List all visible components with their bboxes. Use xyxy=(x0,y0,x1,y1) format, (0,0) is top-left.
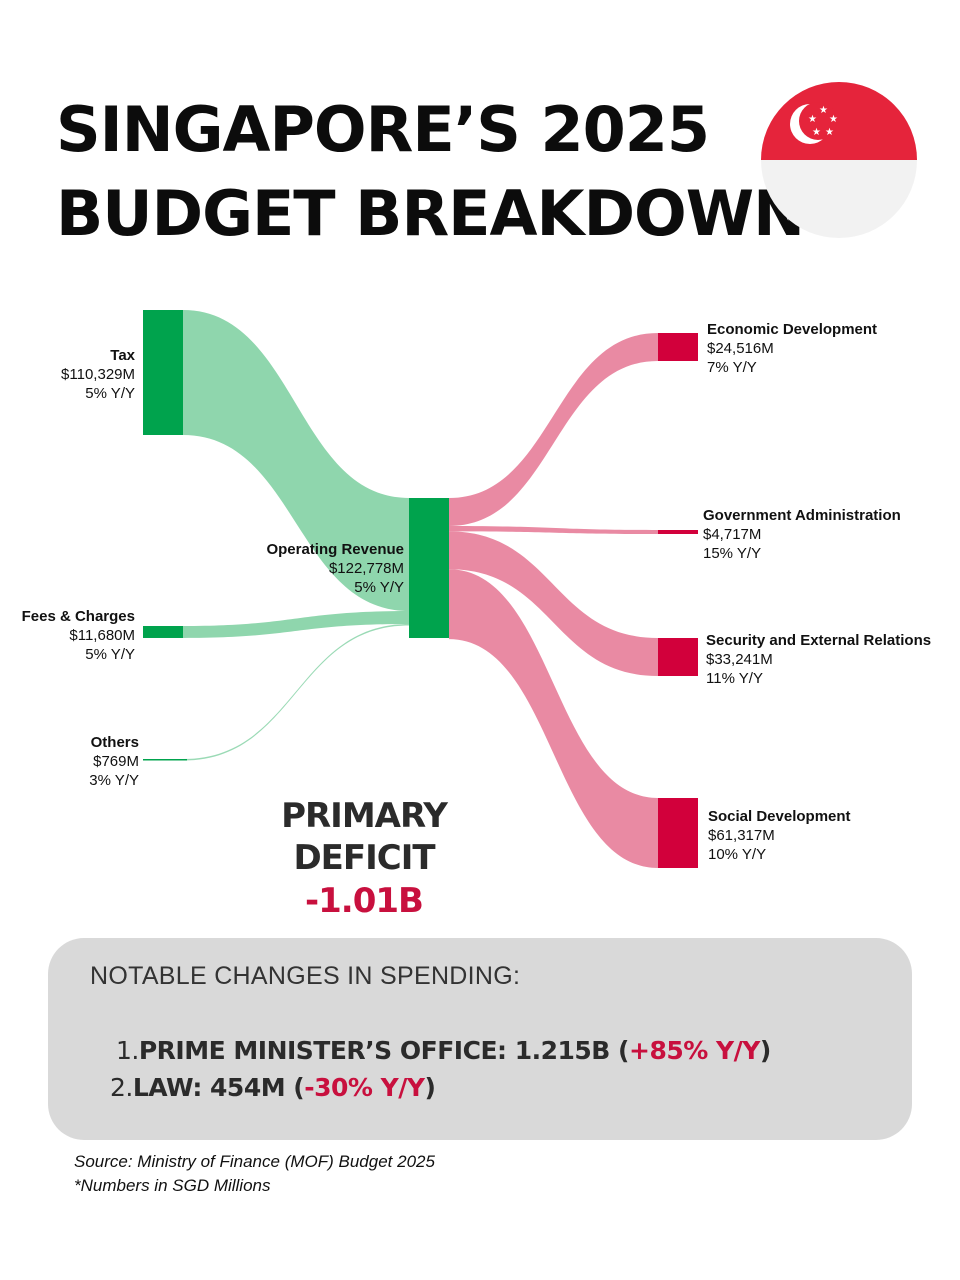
list-index: 2. xyxy=(110,1073,133,1102)
notable-changes-panel: NOTABLE CHANGES IN SPENDING: 1.PRIME MIN… xyxy=(48,938,912,1140)
source-label-others: Others $769M 3% Y/Y xyxy=(89,733,139,790)
notes-list: 1.PRIME MINISTER’S OFFICE: 1.215B (+85% … xyxy=(110,1032,771,1106)
title-line-2: BUDGET BREAKDOWN xyxy=(56,177,805,250)
source-label-fees: Fees & Charges $11,680M 5% Y/Y xyxy=(22,607,135,664)
list-close: ) xyxy=(759,1036,771,1065)
sankey-link-target xyxy=(449,569,658,868)
target-name: Security and External Relations xyxy=(706,632,932,649)
source-note: Source: Ministry of Finance (MOF) Budget… xyxy=(74,1150,435,1198)
footnote-line: *Numbers in SGD Millions xyxy=(74,1176,271,1195)
source-change: 5% Y/Y xyxy=(85,646,135,663)
target-label-security: Security and External Relations $33,241M… xyxy=(706,631,931,688)
target-value: $4,717M xyxy=(703,526,762,543)
page-title: SINGAPORE’S 2025 BUDGET BREAKDOWN xyxy=(56,88,805,256)
flag-star-icon: ★ xyxy=(829,114,838,125)
target-name: Government Administration xyxy=(703,507,901,524)
sankey-link-target xyxy=(449,531,658,676)
sankey-link-target xyxy=(449,525,658,534)
sankey-node-source xyxy=(143,626,183,638)
flag-star-icon: ★ xyxy=(825,127,834,138)
sankey-node-target xyxy=(658,798,698,868)
sankey-link-source xyxy=(183,310,409,611)
source-name: Others xyxy=(90,734,139,751)
sankey-node-source xyxy=(143,759,187,761)
target-value: $61,317M xyxy=(708,827,775,844)
source-name: Fees & Charges xyxy=(21,608,135,625)
target-change: 10% Y/Y xyxy=(708,846,767,863)
sankey-chart xyxy=(143,310,698,868)
singapore-flag-icon: ★ ★ ★ ★ ★ xyxy=(761,82,917,238)
list-index: 1. xyxy=(116,1036,139,1065)
target-label-economic: Economic Development $24,516M 7% Y/Y xyxy=(707,320,877,377)
center-value: $122,778M xyxy=(328,560,404,577)
target-value: $33,241M xyxy=(706,651,773,668)
sankey-node-source xyxy=(143,310,183,435)
center-change: 5% Y/Y xyxy=(354,579,404,596)
flag-star-icon: ★ xyxy=(808,114,817,125)
flag-crescent-cutout xyxy=(799,102,837,140)
title-line-1: SINGAPORE’S 2025 xyxy=(56,93,710,166)
list-close: ) xyxy=(424,1073,436,1102)
source-label-tax: Tax $110,329M 5% Y/Y xyxy=(61,346,135,403)
target-name: Economic Development xyxy=(707,321,878,338)
source-value: $11,680M xyxy=(69,627,135,644)
list-item: 1.PRIME MINISTER’S OFFICE: 1.215B (+85% … xyxy=(110,1032,771,1069)
sankey-node-target xyxy=(658,530,698,534)
list-text: PRIME MINISTER’S OFFICE: 1.215B ( xyxy=(138,1036,630,1065)
target-change: 7% Y/Y xyxy=(707,359,757,376)
list-change: +85% Y/Y xyxy=(629,1036,760,1065)
notes-heading: NOTABLE CHANGES IN SPENDING: xyxy=(90,962,521,990)
flag-red-half xyxy=(761,82,917,160)
deficit-value: -1.01B xyxy=(305,881,424,921)
source-line: Source: Ministry of Finance (MOF) Budget… xyxy=(74,1152,435,1171)
target-change: 11% Y/Y xyxy=(706,670,763,687)
sankey-link-source xyxy=(183,611,409,638)
source-value: $110,329M xyxy=(61,366,135,383)
source-name: Tax xyxy=(110,347,135,364)
sankey-node-target xyxy=(658,333,698,361)
target-label-government: Government Administration $4,717M 15% Y/… xyxy=(703,506,901,563)
sankey-node-center xyxy=(409,498,449,638)
source-change: 5% Y/Y xyxy=(85,385,135,402)
center-label: Operating Revenue $122,778M 5% Y/Y xyxy=(266,540,404,597)
center-name: Operating Revenue xyxy=(266,541,404,558)
sankey-link-target xyxy=(449,333,658,526)
list-item: 2.LAW: 454M (-30% Y/Y) xyxy=(110,1069,771,1106)
primary-deficit: PRIMARY DEFICIT -1.01B xyxy=(214,795,514,923)
flag-star-icon: ★ xyxy=(812,127,821,138)
list-change: -30% Y/Y xyxy=(304,1073,425,1102)
target-value: $24,516M xyxy=(707,340,774,357)
sankey-node-target xyxy=(658,638,698,676)
target-change: 15% Y/Y xyxy=(703,545,762,562)
target-label-social: Social Development $61,317M 10% Y/Y xyxy=(708,807,851,864)
list-text: LAW: 454M ( xyxy=(132,1073,305,1102)
target-name: Social Development xyxy=(708,808,851,825)
flag-star-icon: ★ xyxy=(819,105,828,116)
source-value: $769M xyxy=(93,753,139,770)
deficit-label: PRIMARY DEFICIT xyxy=(281,796,448,878)
source-change: 3% Y/Y xyxy=(89,772,139,789)
sankey-link-source xyxy=(183,624,409,761)
